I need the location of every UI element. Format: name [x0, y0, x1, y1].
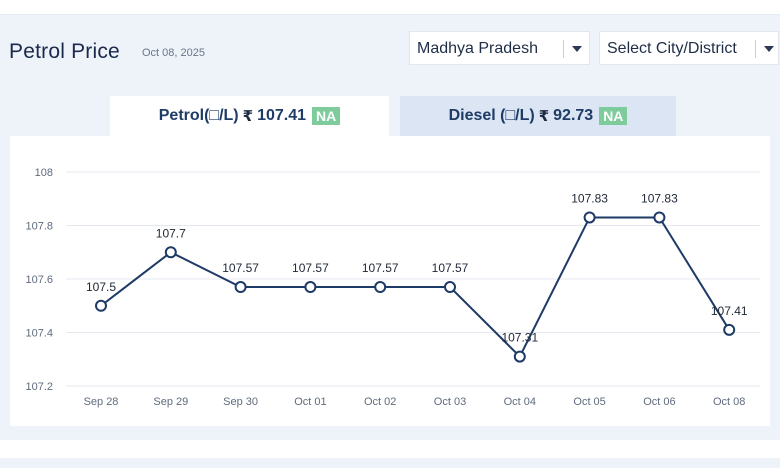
tab-diesel[interactable]: Diesel (□/L) ₹ 92.73 NA [400, 96, 676, 136]
y-tick-label: 107.8 [25, 221, 53, 233]
data-label: 107.83 [641, 191, 678, 205]
status-badge: NA [312, 107, 341, 125]
chart-card: 107.2 107.4 107.6 107.8 108 Sep 28 Sep 29 Sep 3… [10, 136, 770, 426]
y-tick-label: 107.4 [25, 328, 53, 340]
tab-diesel-price: 92.73 [553, 107, 594, 124]
data-point [374, 281, 387, 294]
city-select-value: Select City/District [607, 40, 737, 57]
data-label: 107.31 [501, 331, 538, 345]
data-label: 107.83 [571, 191, 608, 205]
tab-petrol-price: 107.41 [257, 107, 307, 124]
x-tick-label: Oct 03 [434, 396, 466, 408]
x-tick-label: Oct 08 [713, 396, 745, 408]
series-line [100, 216, 731, 359]
tab-petrol-label: Petrol(□/L) [158, 107, 239, 124]
state-select-value: Madhya Pradesh [417, 40, 538, 57]
data-point [583, 211, 596, 224]
select-divider [755, 40, 756, 58]
data-label: 107.57 [292, 261, 329, 275]
rupee-icon: ₹ [538, 108, 550, 125]
y-tick-label: 108 [35, 167, 53, 179]
data-point [164, 246, 177, 259]
rupee-icon: ₹ [242, 108, 254, 125]
top-strip [0, 0, 780, 15]
select-divider [563, 40, 564, 58]
next-section [0, 458, 780, 468]
data-point [653, 211, 666, 224]
data-point [304, 281, 317, 294]
data-label: 107.57 [362, 261, 399, 275]
city-select[interactable]: Select City/District [599, 31, 779, 65]
state-select[interactable]: Madhya Pradesh [409, 31, 590, 65]
data-point [234, 281, 247, 294]
x-tick-label: Oct 05 [573, 396, 605, 408]
x-tick-label: Sep 28 [84, 396, 119, 408]
data-label: 107.5 [86, 280, 116, 294]
chevron-down-icon [764, 46, 774, 52]
page-title: Petrol Price [9, 40, 120, 63]
data-label: 107.7 [156, 226, 186, 240]
tab-diesel-label: Diesel (□/L) [448, 107, 535, 124]
data-point [444, 281, 456, 294]
price-line-chart: 107.2 107.4 107.6 107.8 108 Sep 28 Sep 29 Sep 3… [25, 167, 760, 408]
y-tick-label: 107.2 [25, 381, 53, 393]
x-tick-label: Sep 30 [223, 396, 258, 408]
x-tick-label: Oct 01 [294, 396, 326, 408]
x-tick-label: Sep 29 [153, 396, 188, 408]
data-point [513, 350, 526, 363]
data-point [95, 299, 107, 312]
data-label: 107.41 [711, 304, 748, 318]
y-tick-label: 107.6 [25, 274, 53, 286]
x-tick-label: Oct 06 [643, 396, 675, 408]
tab-petrol[interactable]: Petrol(□/L) ₹ 107.41 NA [110, 96, 389, 136]
x-tick-label: Oct 04 [504, 396, 536, 408]
status-badge: NA [599, 107, 628, 125]
data-label: 107.57 [222, 261, 259, 275]
chevron-down-icon [572, 46, 582, 52]
data-point [723, 323, 736, 336]
data-label: 107.57 [432, 261, 469, 275]
x-tick-label: Oct 02 [364, 396, 396, 408]
price-date: Oct 08, 2025 [142, 47, 205, 59]
